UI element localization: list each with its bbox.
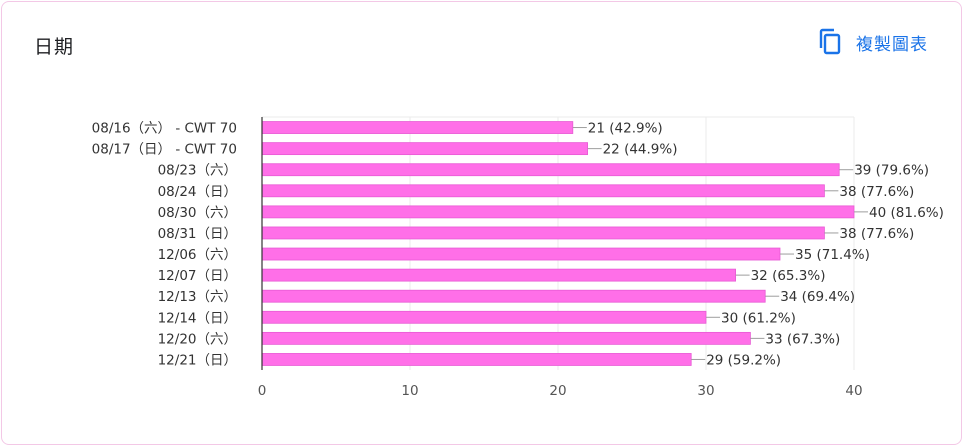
copy-chart-button[interactable]: 複製圖表 [818, 26, 928, 58]
data-label: 22 (44.9%) [603, 142, 678, 158]
bar [261, 247, 781, 261]
x-tick-label: 10 [401, 383, 418, 399]
bar [261, 205, 855, 219]
data-label: 29 (59.2%) [706, 352, 781, 368]
data-label: 34 (69.4%) [780, 289, 855, 305]
bar [261, 353, 692, 366]
bar [261, 142, 589, 156]
data-label: 33 (67.3%) [765, 331, 840, 347]
bar [261, 289, 766, 303]
data-label: 35 (71.4%) [795, 247, 870, 263]
bar [261, 226, 825, 240]
copy-icon [818, 28, 842, 56]
copy-chart-label: 複製圖表 [856, 34, 928, 55]
bar [261, 184, 825, 198]
x-tick-label: 30 [697, 383, 714, 399]
category-label: 12/21（日） [158, 352, 237, 368]
data-label: 30 (61.2%) [721, 310, 796, 326]
data-label: 38 (77.6%) [839, 226, 914, 242]
card-title: 日期 [34, 36, 75, 58]
data-label: 38 (77.6%) [839, 184, 914, 200]
bar [261, 268, 737, 282]
x-tick-label: 40 [845, 383, 862, 399]
category-label: 08/16（六） - CWT 70 [92, 121, 237, 137]
category-label: 12/06（六） [158, 247, 237, 263]
category-label: 08/30（六） [158, 205, 237, 221]
category-label: 08/24（日） [158, 184, 237, 200]
category-label: 12/07（日） [158, 268, 237, 284]
data-label: 40 (81.6%) [869, 205, 944, 221]
bar [261, 331, 751, 345]
category-label: 08/23（六） [158, 163, 237, 179]
x-tick-label: 20 [549, 383, 566, 399]
data-label: 39 (79.6%) [854, 163, 929, 179]
data-label: 32 (65.3%) [751, 268, 826, 284]
category-label: 12/14（日） [158, 310, 237, 326]
category-label: 12/20（六） [158, 331, 237, 347]
category-label: 08/17（日） - CWT 70 [92, 142, 237, 158]
category-label: 12/13（六） [158, 289, 237, 305]
data-label: 21 (42.9%) [588, 121, 663, 137]
x-tick-label: 0 [258, 383, 267, 399]
category-label: 08/31（日） [158, 226, 237, 242]
bar [261, 163, 840, 177]
bar [261, 310, 707, 324]
bar [261, 121, 574, 134]
